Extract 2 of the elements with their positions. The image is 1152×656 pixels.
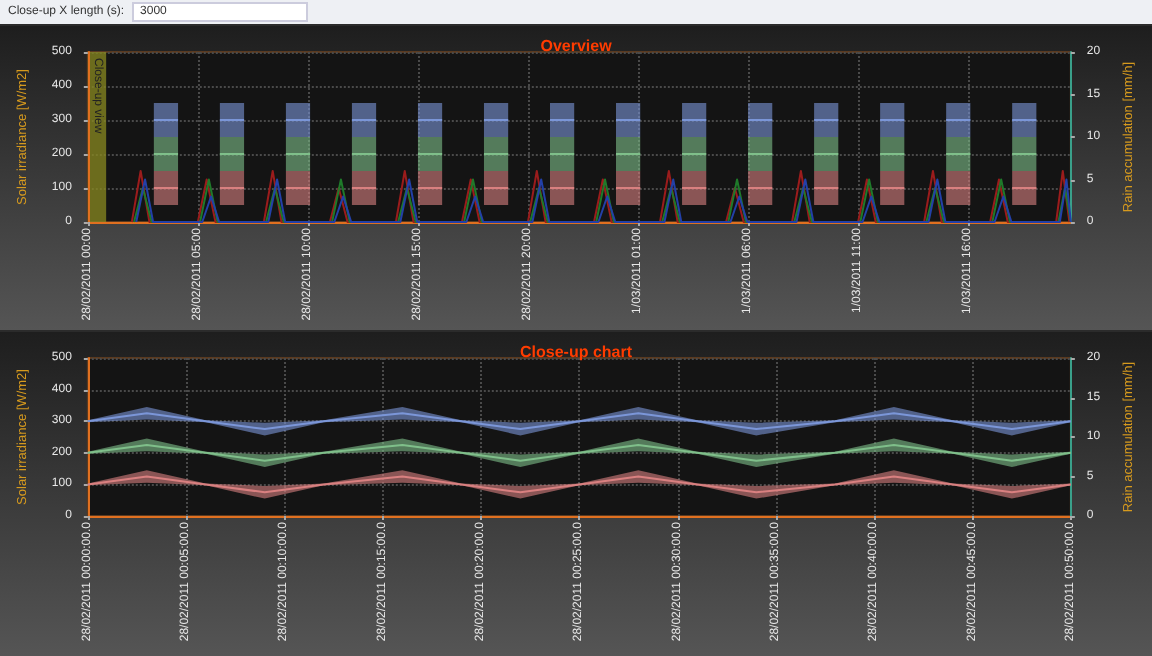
chart-title: Overview xyxy=(540,37,614,55)
chart-title: Close-up chart xyxy=(519,343,633,361)
